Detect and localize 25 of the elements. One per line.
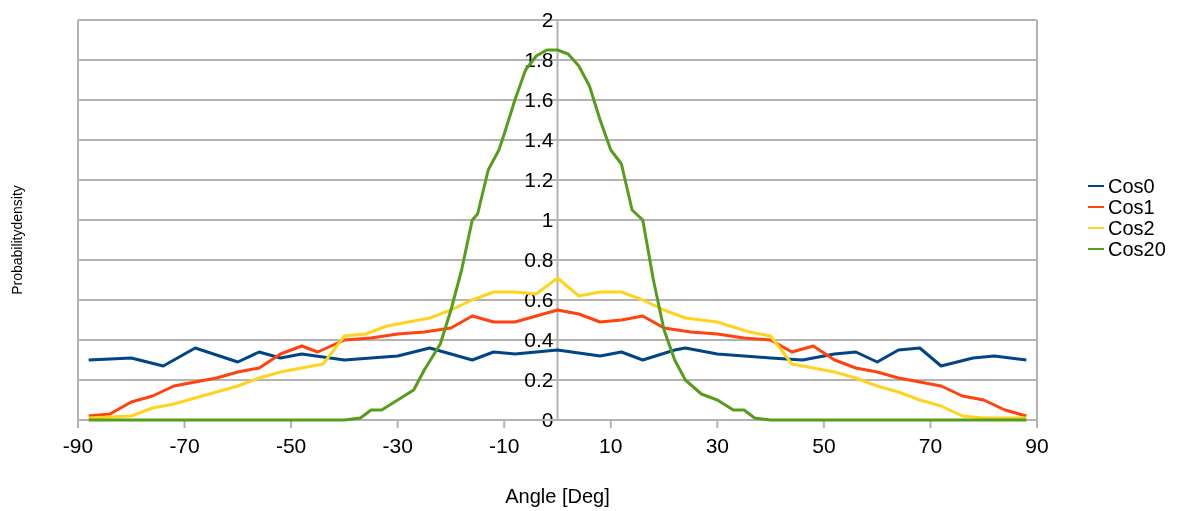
y-tick-label: 0.8 [524,248,554,271]
x-axis-title: Angle [Deg] [505,485,610,507]
y-tick-label: 2 [541,8,554,31]
y-tick-label: 1.2 [524,168,554,191]
x-tick-label: -50 [275,434,307,457]
y-tick-label: 0.2 [524,368,554,391]
line-series [87,346,1028,368]
x-tick-label: 30 [705,434,730,457]
y-tick-label: 1.6 [524,88,554,111]
x-tick-label: -70 [169,434,200,457]
legend-label: Cos1 [1108,196,1155,218]
legend-label: Cos0 [1108,175,1155,197]
y-axis-title: Probabilitydensity [9,185,25,295]
y-tick-label: 1.4 [524,128,554,151]
x-tick-label: 70 [918,434,943,457]
x-tick-label: 90 [1025,434,1049,457]
x-tick-label: 10 [599,434,623,457]
legend-label: Cos20 [1108,238,1166,260]
x-tick-label: -90 [62,434,94,457]
legend-label: Cos2 [1108,217,1155,239]
x-tick-label: -10 [489,434,520,457]
y-tick-label: 1 [541,208,554,231]
x-tick-label: -30 [382,434,413,457]
x-tick-label: 50 [812,434,836,457]
y-tick-label: 0.4 [524,328,554,351]
